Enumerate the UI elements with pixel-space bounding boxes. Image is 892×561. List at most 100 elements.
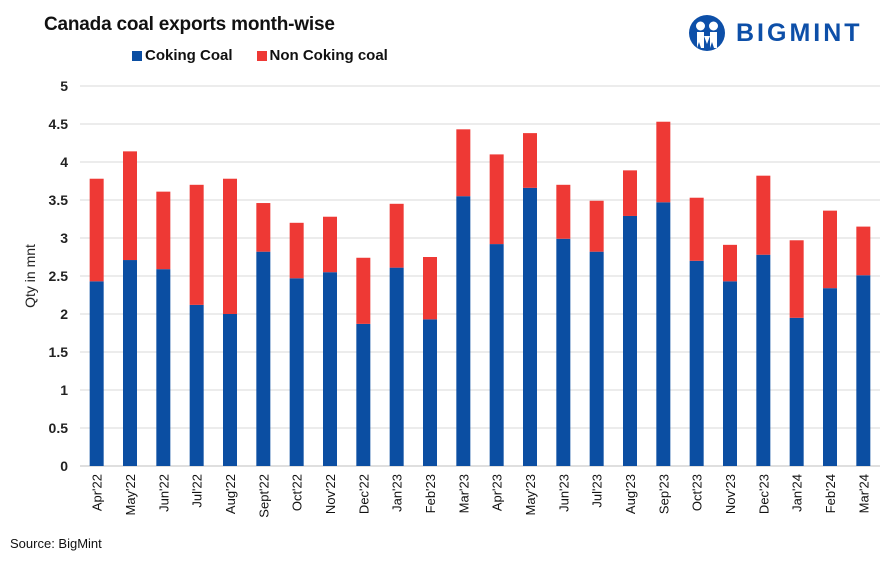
bar-non-coking-coal — [456, 129, 471, 197]
x-tick-label: Aug'23 — [623, 474, 638, 514]
bar-non-coking-coal — [823, 210, 837, 289]
bar-non-coking-coal — [589, 200, 604, 252]
y-tick-label: 1.5 — [49, 344, 69, 360]
bar-coking-coal — [723, 281, 737, 466]
x-tick-label: Dec'23 — [756, 474, 771, 514]
bar-coking-coal — [789, 317, 804, 466]
y-tick-label: 2.5 — [49, 268, 69, 284]
x-tick-label: Jan'23 — [390, 474, 405, 512]
x-tick-label: Sept'22 — [256, 474, 271, 518]
bar-coking-coal — [323, 272, 337, 466]
legend-label-non-coking: Non Coking coal — [269, 47, 388, 64]
gridlines — [80, 85, 880, 467]
x-tick-label: Jun'22 — [156, 474, 171, 512]
x-tick-label: Sep'23 — [656, 474, 671, 514]
x-tick-label: Feb'24 — [823, 474, 838, 513]
x-tick-label: Oct'23 — [690, 474, 705, 511]
bar-non-coking-coal — [489, 154, 504, 245]
bar-non-coking-coal — [323, 216, 337, 273]
chart-title: Canada coal exports month-wise — [44, 14, 335, 35]
x-tick-label: Aug'22 — [223, 474, 238, 514]
bar-non-coking-coal — [656, 121, 671, 203]
bar-non-coking-coal — [789, 240, 804, 318]
x-axis-ticks: Apr'22 May'22 Jun'22 Jul'22 Aug'22 Sept'22 Oct… — [90, 474, 872, 518]
bar-coking-coal — [823, 288, 837, 466]
brand-name: BIGMINT — [736, 18, 863, 47]
bar-non-coking-coal — [289, 222, 304, 279]
y-axis-ticks: 0 0.5 1 1.5 2 2.5 3 3.5 4 4.5 5 — [49, 78, 69, 474]
brand-logo: BIGMINT — [688, 14, 863, 52]
y-tick-label: 4 — [60, 154, 68, 170]
bar-coking-coal — [389, 267, 404, 466]
x-tick-label: May'22 — [123, 474, 138, 516]
legend: Coking Coal Non Coking coal — [132, 47, 388, 64]
bar-non-coking-coal — [689, 197, 704, 261]
legend-swatch-non-coking — [256, 50, 267, 61]
bar-coking-coal — [189, 304, 204, 466]
bar-non-coking-coal — [356, 257, 371, 324]
x-tick-label: Mar'23 — [456, 474, 471, 513]
y-tick-label: 3.5 — [49, 192, 69, 208]
bar-coking-coal — [523, 187, 537, 466]
bar-coking-coal — [589, 251, 604, 466]
source-note: Source: BigMint — [10, 536, 102, 551]
bar-non-coking-coal — [123, 151, 137, 261]
bar-non-coking-coal — [389, 203, 404, 268]
bar-non-coking-coal — [523, 133, 537, 188]
x-tick-label: Apr'22 — [90, 474, 105, 511]
y-tick-label: 5 — [60, 78, 68, 94]
x-tick-label: Dec'22 — [356, 474, 371, 514]
bar-coking-coal — [89, 281, 104, 466]
bar-coking-coal — [456, 196, 471, 466]
bar-non-coking-coal — [256, 203, 271, 252]
y-tick-label: 2 — [60, 306, 68, 322]
x-tick-label: Jan'24 — [790, 474, 805, 512]
x-tick-label: Oct'22 — [290, 474, 305, 511]
x-tick-label: May'23 — [523, 474, 538, 516]
bar-non-coking-coal — [856, 226, 871, 276]
bar-coking-coal — [123, 260, 137, 466]
y-tick-label: 0 — [60, 458, 68, 474]
legend-item-non-coking: Non Coking coal — [256, 47, 388, 64]
bar-coking-coal — [356, 323, 371, 466]
x-tick-label: Nov'23 — [723, 474, 738, 514]
bar-non-coking-coal — [723, 244, 737, 282]
bar-non-coking-coal — [756, 175, 771, 255]
bars — [89, 121, 871, 466]
bar-coking-coal — [689, 260, 704, 466]
legend-label-coking: Coking Coal — [145, 47, 233, 64]
y-axis-title: Qty in mnt — [22, 244, 38, 308]
x-tick-label: Jun'23 — [556, 474, 571, 512]
bar-coking-coal — [556, 238, 571, 466]
bar-non-coking-coal — [189, 184, 204, 305]
x-tick-label: Apr'23 — [490, 474, 505, 511]
bar-non-coking-coal — [423, 257, 437, 320]
bigmint-people-logo-icon — [689, 15, 725, 51]
x-tick-label: Jul'22 — [190, 474, 205, 508]
x-tick-label: Jul'23 — [590, 474, 605, 508]
bar-coking-coal — [289, 278, 304, 466]
x-tick-label: Mar'24 — [856, 474, 871, 513]
bar-coking-coal — [423, 319, 437, 466]
bar-coking-coal — [223, 314, 237, 466]
y-tick-label: 3 — [60, 230, 68, 246]
bar-non-coking-coal — [89, 178, 104, 282]
bar-coking-coal — [623, 215, 637, 466]
bar-non-coking-coal — [556, 184, 571, 239]
bar-non-coking-coal — [156, 191, 171, 270]
bar-coking-coal — [489, 244, 504, 466]
bar-coking-coal — [856, 275, 871, 466]
y-tick-label: 4.5 — [49, 116, 69, 132]
y-tick-label: 0.5 — [49, 420, 69, 436]
bar-coking-coal — [156, 269, 171, 466]
legend-swatch-coking — [132, 50, 142, 61]
bar-non-coking-coal — [223, 178, 237, 314]
x-tick-label: Nov'22 — [323, 474, 338, 514]
bar-coking-coal — [656, 202, 671, 466]
bar-non-coking-coal — [623, 170, 637, 216]
bar-coking-coal — [756, 254, 771, 466]
bar-coking-coal — [256, 251, 271, 466]
legend-item-coking: Coking Coal — [132, 47, 233, 64]
x-tick-label: Feb'23 — [423, 474, 438, 513]
y-tick-label: 1 — [60, 382, 68, 398]
